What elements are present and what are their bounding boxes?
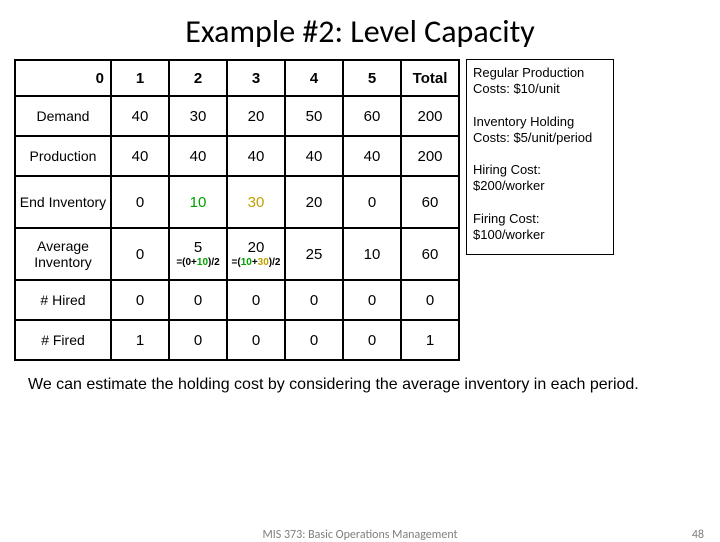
cell: 60 xyxy=(343,96,401,136)
cell: 0 xyxy=(111,176,169,228)
cell: 0 xyxy=(111,280,169,320)
cell: 0 xyxy=(343,280,401,320)
cell: 25 xyxy=(285,228,343,280)
cell: 40 xyxy=(227,136,285,176)
cell: 1 xyxy=(111,320,169,360)
cell: 1 xyxy=(401,320,459,360)
col-header-0: 0 xyxy=(15,60,111,96)
row-label-average-inventory: Average Inventory xyxy=(15,228,111,280)
cell: 20 xyxy=(285,176,343,228)
cell: 30 xyxy=(169,96,227,136)
capacity-table: 0 1 2 3 4 5 Total Demand 40 30 20 50 60 … xyxy=(14,59,460,361)
cell: 40 xyxy=(111,96,169,136)
cell-with-formula: 5 =(0+10)/2 xyxy=(169,228,227,280)
row-label-demand: Demand xyxy=(15,96,111,136)
cell-value: 20 xyxy=(248,240,265,257)
cell: 20 xyxy=(227,96,285,136)
cost-regular-production: Regular Production Costs: $10/unit xyxy=(467,60,613,109)
cell-formula: =(10+30)/2 xyxy=(232,257,281,268)
col-header-1: 1 xyxy=(111,60,169,96)
cell: 60 xyxy=(401,228,459,280)
cell: 40 xyxy=(111,136,169,176)
cost-hiring: Hiring Cost: $200/worker xyxy=(467,157,613,206)
cell: 40 xyxy=(169,136,227,176)
cell: 10 xyxy=(343,228,401,280)
cell: 0 xyxy=(285,280,343,320)
col-header-4: 4 xyxy=(285,60,343,96)
row-label-hired: # Hired xyxy=(15,280,111,320)
col-header-total: Total xyxy=(401,60,459,96)
cell: 0 xyxy=(111,228,169,280)
cell: 0 xyxy=(285,320,343,360)
cell: 0 xyxy=(169,280,227,320)
cell: 50 xyxy=(285,96,343,136)
slide-title: Example #2: Level Capacity xyxy=(0,0,720,59)
cell: 0 xyxy=(343,320,401,360)
cell: 200 xyxy=(401,136,459,176)
cell-value: 5 xyxy=(194,240,202,257)
cost-inventory-holding: Inventory Holding Costs: $5/unit/period xyxy=(467,109,613,158)
row-label-fired: # Fired xyxy=(15,320,111,360)
cell: 0 xyxy=(343,176,401,228)
row-label-production: Production xyxy=(15,136,111,176)
col-header-3: 3 xyxy=(227,60,285,96)
col-header-5: 5 xyxy=(343,60,401,96)
costs-box: Regular Production Costs: $10/unit Inven… xyxy=(466,59,614,255)
bottom-note: We can estimate the holding cost by cons… xyxy=(0,361,720,395)
cell: 0 xyxy=(227,280,285,320)
cell: 0 xyxy=(169,320,227,360)
cost-firing: Firing Cost: $100/worker xyxy=(467,206,613,255)
cell-formula: =(0+10)/2 xyxy=(176,257,219,268)
cell: 40 xyxy=(285,136,343,176)
cell: 40 xyxy=(343,136,401,176)
cell: 200 xyxy=(401,96,459,136)
cell-with-formula: 20 =(10+30)/2 xyxy=(227,228,285,280)
cell: 60 xyxy=(401,176,459,228)
col-header-2: 2 xyxy=(169,60,227,96)
row-label-end-inventory: End Inventory xyxy=(15,176,111,228)
cell: 30 xyxy=(227,176,285,228)
cell: 0 xyxy=(227,320,285,360)
cell: 0 xyxy=(401,280,459,320)
cell: 10 xyxy=(169,176,227,228)
